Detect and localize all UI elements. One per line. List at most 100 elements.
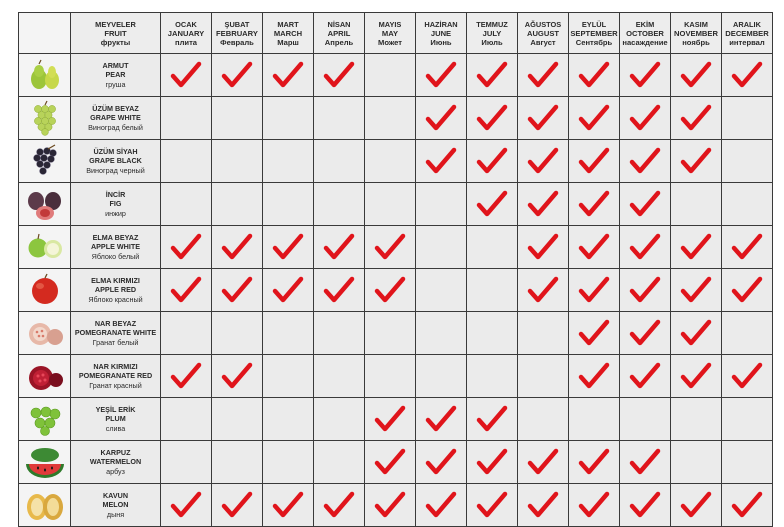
checkmark-icon <box>425 491 457 518</box>
checkmark-icon <box>527 190 559 217</box>
season-cell <box>416 226 466 268</box>
season-cell <box>518 398 568 440</box>
season-cell <box>722 398 772 440</box>
season-cell <box>161 140 211 182</box>
season-cell <box>212 183 262 225</box>
fruit-name-cell: ARMUT PEAR груша <box>71 54 160 96</box>
checkmark-icon <box>578 276 610 303</box>
season-cell <box>314 441 364 483</box>
checkmark-icon <box>221 276 253 303</box>
fruit-image-cell <box>19 54 70 96</box>
season-cell <box>671 441 721 483</box>
season-cell <box>416 97 466 139</box>
season-cell <box>569 54 619 96</box>
label-line: Июль <box>481 37 503 47</box>
season-cell <box>569 355 619 397</box>
season-cell <box>263 226 313 268</box>
season-cell <box>212 140 262 182</box>
checkmark-icon <box>527 448 559 475</box>
fruit-name-cell: ELMA KIRMIZI APPLE RED Яблоко красный <box>71 269 160 311</box>
red-apple-icon <box>31 273 58 304</box>
season-cell <box>722 312 772 354</box>
season-cell <box>416 398 466 440</box>
checkmark-icon <box>272 491 304 518</box>
label-line: ŞUBAT <box>224 19 250 29</box>
season-cell <box>569 140 619 182</box>
label-line: YEŞİL ERİK <box>95 404 136 414</box>
checkmark-icon <box>170 362 202 389</box>
season-cell <box>365 441 415 483</box>
season-cell <box>263 398 313 440</box>
label-line: EYLÜL <box>581 19 607 29</box>
label-line: Август <box>530 37 556 47</box>
label-line: APRIL <box>327 28 351 38</box>
label-line: дыня <box>106 509 125 519</box>
label-line: арбуз <box>106 466 125 476</box>
checkmark-icon <box>629 319 661 346</box>
season-cell <box>263 355 313 397</box>
checkmark-icon <box>527 61 559 88</box>
fruit-column-header: MEYVELER FRUIT фрукты <box>71 13 160 53</box>
checkmark-icon <box>221 491 253 518</box>
season-cell <box>671 140 721 182</box>
month-header-2: MART MARCH Марш <box>263 13 313 53</box>
month-header-3: NİSAN APRIL Апрель <box>314 13 364 53</box>
label-line: фрукты <box>100 37 131 47</box>
season-cell <box>365 183 415 225</box>
checkmark-icon <box>425 405 457 432</box>
season-cell <box>365 355 415 397</box>
checkmark-icon <box>629 104 661 131</box>
fruit-image-cell <box>19 398 70 440</box>
label-line: ÜZÜM BEYAZ <box>92 103 139 113</box>
season-cell <box>620 97 670 139</box>
label-line: Яблоко красный <box>88 294 143 304</box>
checkmark-icon <box>680 319 712 346</box>
season-cell <box>722 140 772 182</box>
season-cell <box>365 140 415 182</box>
season-cell <box>467 355 517 397</box>
season-cell <box>518 355 568 397</box>
month-header-5: HAZİRAN JUNE Июнь <box>416 13 466 53</box>
season-cell <box>467 398 517 440</box>
season-cell <box>212 484 262 526</box>
label-line: APPLE WHITE <box>90 242 141 252</box>
season-cell <box>314 355 364 397</box>
checkmark-icon <box>629 448 661 475</box>
season-cell <box>722 355 772 397</box>
label-line: JULY <box>482 28 502 38</box>
fig-icon <box>27 192 61 220</box>
fruit-image-cell <box>19 441 70 483</box>
checkmark-icon <box>374 448 406 475</box>
season-cell <box>314 54 364 96</box>
checkmark-icon <box>170 276 202 303</box>
season-cell <box>263 140 313 182</box>
label-line: POMEGRANATE RED <box>78 371 153 381</box>
label-line: POMEGRANATE WHITE <box>74 328 157 338</box>
season-cell <box>518 269 568 311</box>
label-line: JUNE <box>430 28 452 38</box>
season-cell <box>161 484 211 526</box>
checkmark-icon <box>323 276 355 303</box>
black-grape-icon <box>32 144 57 175</box>
label-line: Апрель <box>324 37 354 47</box>
label-line: ELMA KIRMIZI <box>91 275 140 285</box>
season-cell <box>314 226 364 268</box>
fruit-name-cell: NAR KIRMIZI POMEGRANATE RED Гранат красный <box>71 355 160 397</box>
pear-icon <box>30 59 59 89</box>
fruit-image-cell <box>19 226 70 268</box>
label-line: груша <box>105 79 126 89</box>
fruit-name-cell: ÜZÜM SİYAH GRAPE BLACK Виноград черный <box>71 140 160 182</box>
season-cell <box>467 441 517 483</box>
label-line: EKİM <box>635 19 655 29</box>
month-header-1: ŞUBAT FEBRUARY Февраль <box>212 13 262 53</box>
season-cell <box>416 183 466 225</box>
season-cell <box>518 226 568 268</box>
label-line: FIG <box>109 199 122 209</box>
season-cell <box>722 484 772 526</box>
season-cell <box>569 97 619 139</box>
checkmark-icon <box>527 147 559 174</box>
checkmark-icon <box>731 362 763 389</box>
season-cell <box>569 183 619 225</box>
season-cell <box>722 269 772 311</box>
checkmark-icon <box>221 362 253 389</box>
